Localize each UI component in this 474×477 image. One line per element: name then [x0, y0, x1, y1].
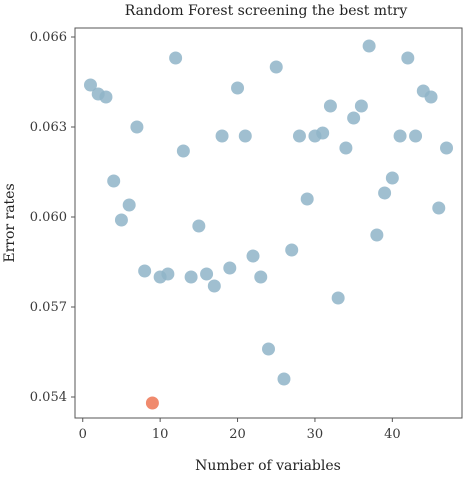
best-mtry-point [145, 396, 159, 410]
y-tick-label: 0.060 [30, 210, 67, 225]
data-point [378, 186, 392, 200]
data-point [176, 144, 190, 158]
data-point [99, 90, 113, 104]
data-point [184, 270, 198, 284]
x-tick-label: 30 [307, 427, 324, 442]
data-point [269, 60, 283, 74]
data-point [169, 51, 183, 65]
data-point [401, 51, 415, 65]
data-point [424, 90, 438, 104]
y-tick-label: 0.063 [30, 120, 67, 135]
y-tick-label: 0.054 [30, 390, 67, 405]
x-axis-ticks: 0 10 20 30 40 [79, 418, 401, 442]
data-point [300, 192, 314, 206]
data-point [354, 99, 368, 113]
data-point [231, 81, 245, 95]
data-point [130, 120, 144, 134]
y-axis-ticks: 0.054 0.057 0.060 0.063 0.066 [30, 30, 75, 405]
data-point [223, 261, 237, 275]
data-point [285, 243, 299, 257]
plot-frame [74, 27, 463, 419]
x-axis-title: Number of variables [195, 458, 341, 474]
data-point [114, 213, 128, 227]
data-points [83, 39, 454, 410]
data-point [254, 270, 268, 284]
data-point [370, 228, 384, 242]
data-point [238, 129, 252, 143]
chart-title: Random Forest screening the best mtry [125, 3, 408, 19]
data-point [207, 279, 221, 293]
data-point [277, 372, 291, 386]
data-point [215, 129, 229, 143]
data-point [292, 129, 306, 143]
data-point [192, 219, 206, 233]
data-point [432, 201, 446, 215]
data-point [262, 342, 275, 356]
data-point [347, 111, 361, 125]
data-point [83, 78, 97, 92]
x-tick-label: 10 [152, 427, 169, 442]
data-point [362, 39, 376, 53]
data-point [161, 267, 175, 281]
y-tick-label: 0.057 [30, 300, 67, 315]
data-point [385, 171, 399, 185]
x-tick-label: 40 [384, 427, 401, 442]
data-point [393, 129, 407, 143]
data-point [316, 126, 330, 140]
data-point [409, 129, 423, 143]
data-point [107, 174, 121, 188]
data-point [440, 141, 454, 155]
data-point [323, 99, 337, 113]
x-tick-label: 0 [79, 427, 87, 442]
data-point [331, 291, 345, 305]
data-point [200, 267, 214, 281]
data-point [246, 249, 260, 263]
data-point [138, 264, 152, 278]
data-point [122, 198, 136, 212]
y-tick-label: 0.066 [30, 30, 67, 45]
y-axis-title: Error rates [2, 183, 18, 262]
data-point [339, 141, 353, 155]
x-tick-label: 20 [229, 427, 246, 442]
